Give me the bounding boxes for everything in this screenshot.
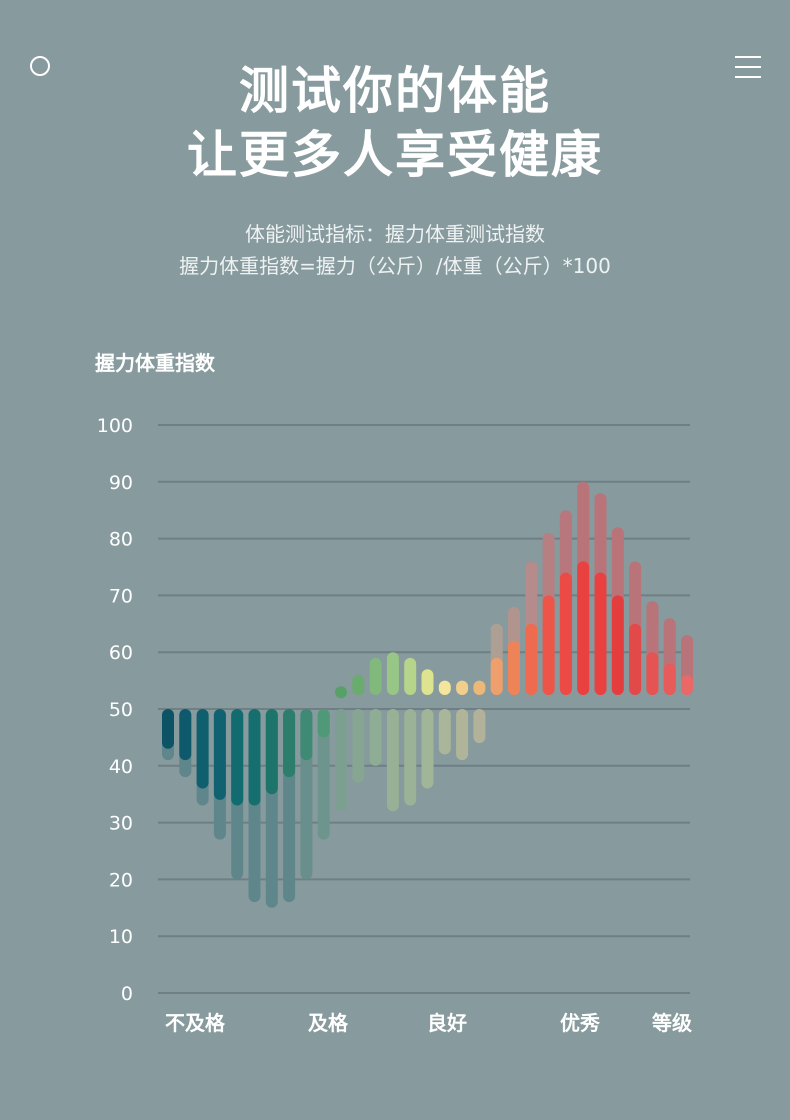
y-tick-label: 10	[109, 926, 133, 948]
bar	[456, 680, 469, 695]
subtitle-line2: 握力体重指数=握力（公斤）/体重（公斤）*100	[179, 254, 611, 278]
bar	[231, 709, 244, 806]
y-tick-label: 80	[109, 529, 133, 551]
bar	[404, 657, 417, 695]
bar	[213, 709, 226, 800]
circle-icon[interactable]	[30, 56, 50, 76]
bar-ghost	[386, 709, 399, 812]
bar	[594, 572, 607, 695]
bar	[300, 709, 313, 761]
bar-ghost	[438, 709, 451, 755]
menu-icon[interactable]	[735, 56, 761, 78]
y-tick-label: 60	[109, 642, 133, 664]
y-axis-label: 握力体重指数	[95, 351, 216, 375]
x-axis-label: 等级	[652, 1011, 692, 1035]
bar-ghost	[421, 709, 434, 789]
bar	[369, 657, 382, 695]
bar	[542, 595, 555, 695]
y-tick-label: 50	[109, 699, 133, 721]
bar	[265, 709, 278, 795]
bar	[283, 709, 296, 778]
page-title-line1: 测试你的体能	[239, 62, 551, 120]
bar	[179, 709, 192, 761]
bar	[629, 623, 642, 695]
bar	[248, 709, 261, 806]
bar	[438, 680, 451, 695]
bar	[473, 680, 486, 695]
bar-ghost	[473, 709, 486, 744]
y-tick-label: 70	[109, 585, 133, 607]
x-category-label: 及格	[308, 1011, 349, 1035]
y-tick-label: 40	[109, 756, 133, 778]
bar	[335, 686, 347, 699]
y-tick-label: 100	[97, 415, 133, 437]
page-title-line2: 让更多人享受健康	[187, 126, 603, 184]
bar	[490, 657, 503, 695]
x-category-label: 优秀	[560, 1011, 600, 1035]
bar-ghost	[369, 709, 382, 766]
bar-ghost	[317, 709, 330, 840]
bar	[196, 709, 209, 789]
bar	[577, 561, 590, 695]
y-tick-label: 90	[109, 472, 133, 494]
bar	[611, 595, 624, 695]
subtitle-line1: 体能测试指标：握力体重测试指数	[245, 222, 545, 246]
bar-ghost	[404, 709, 417, 806]
bar-ghost	[352, 709, 365, 783]
bar	[508, 640, 520, 695]
bar	[559, 572, 572, 695]
x-category-label: 不及格	[165, 1011, 226, 1035]
bar-ghost	[335, 709, 347, 812]
bar	[352, 674, 365, 695]
x-category-label: 良好	[427, 1011, 467, 1035]
y-tick-label: 30	[109, 813, 133, 835]
y-tick-label: 0	[121, 983, 133, 1005]
bar	[681, 674, 693, 695]
bar	[421, 669, 434, 695]
y-tick-label: 20	[109, 869, 133, 891]
bar	[646, 652, 659, 695]
bar	[663, 663, 676, 695]
bar	[317, 709, 330, 738]
bar	[386, 652, 399, 695]
bar-ghost	[456, 709, 469, 761]
bar	[162, 709, 174, 749]
bar	[525, 623, 538, 695]
